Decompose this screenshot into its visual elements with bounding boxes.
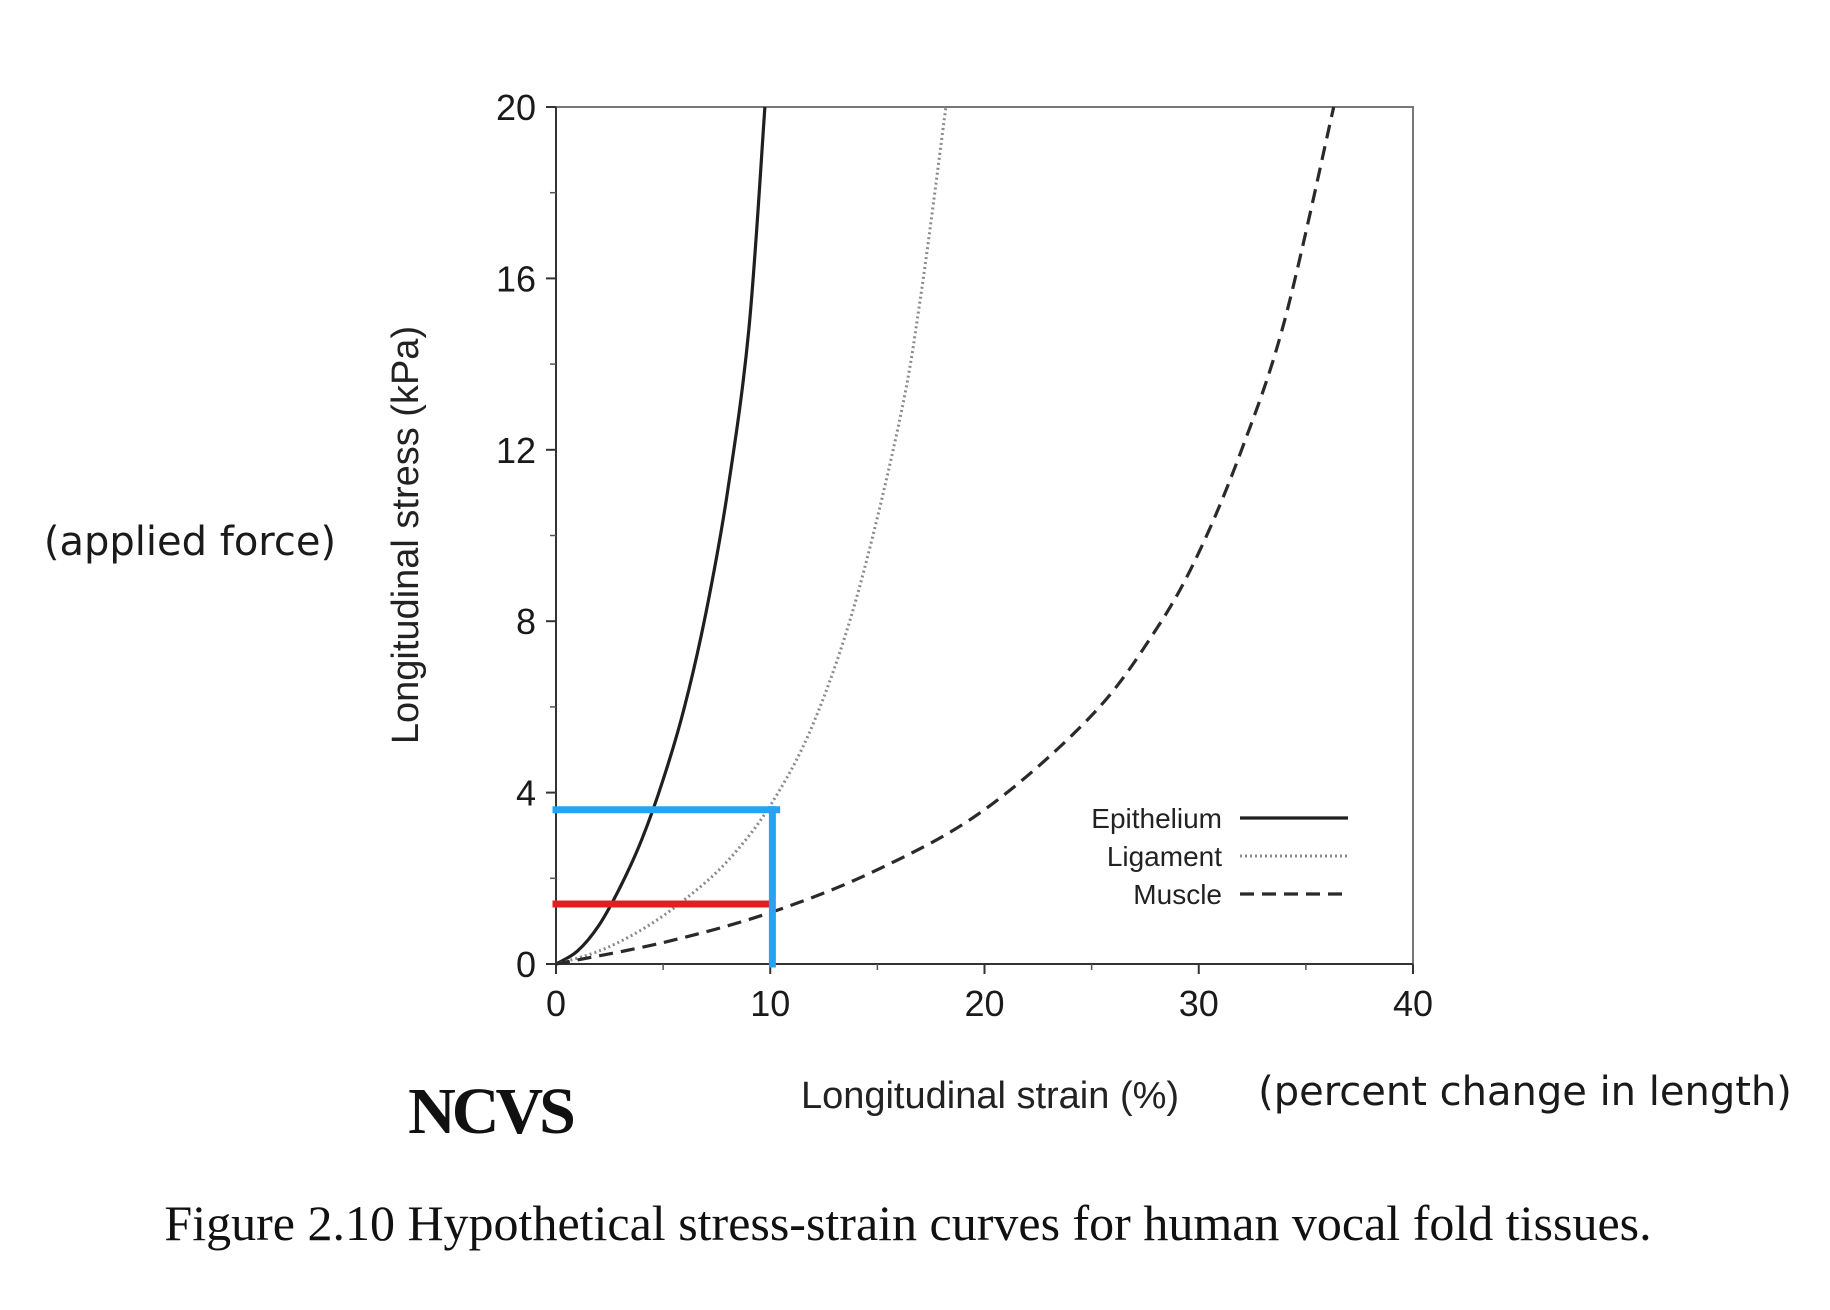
legend-label-muscle: Muscle	[1133, 879, 1222, 910]
y-tick-label: 0	[516, 944, 536, 985]
percent-change-note: (percent change in length)	[1258, 1069, 1792, 1115]
x-tick-label: 20	[964, 983, 1004, 1024]
y-tick-label: 8	[516, 601, 536, 642]
x-axis-label: Longitudinal strain (%)	[801, 1075, 1179, 1117]
x-tick-label: 40	[1393, 983, 1433, 1024]
y-tick-label: 20	[496, 87, 536, 128]
y-axis-label: Longitudinal stress (kPa)	[385, 326, 427, 744]
ncvs-logo: NCVS	[408, 1075, 573, 1148]
series-line-epithelium	[555, 106, 767, 966]
figure-caption: Figure 2.10 Hypothetical stress-strain c…	[164, 1195, 1651, 1251]
series-line-ligament	[555, 106, 948, 966]
legend-label-epithelium: Epithelium	[1091, 803, 1222, 834]
series-line-muscle	[555, 106, 1336, 966]
legend: Epithelium Ligament Muscle	[1091, 803, 1348, 910]
y-tick-label: 16	[496, 258, 536, 299]
plot-frame	[555, 106, 1414, 965]
y-tick-label: 4	[516, 773, 536, 814]
y-tick-label: 12	[496, 430, 536, 471]
x-tick-label: 0	[546, 983, 566, 1024]
legend-label-ligament: Ligament	[1107, 841, 1222, 872]
x-tick-label: 30	[1179, 983, 1219, 1024]
plot-area: 0 4 8 12 16 20 0 10 20 30 40	[496, 87, 1433, 1024]
applied-force-note: (applied force)	[44, 519, 336, 565]
x-tick-label: 10	[750, 983, 790, 1024]
